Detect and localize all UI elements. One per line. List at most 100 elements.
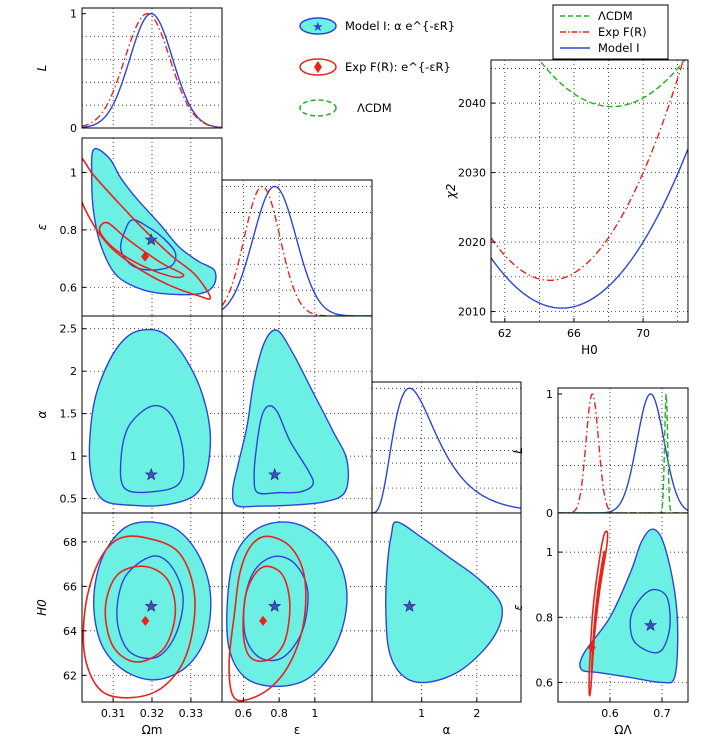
lcdm-curve (558, 393, 688, 513)
content-alpha_eps (231, 329, 350, 508)
model-contour-1sigma (242, 555, 309, 662)
model-contour-2sigma (92, 521, 212, 681)
legend-model-label: Model I: α e^{-εR} (345, 19, 455, 33)
exp-contour-2sigma (82, 157, 212, 300)
grid-L_Om (82, 8, 222, 128)
content-L_alpha (372, 387, 521, 513)
content-H0_alpha (385, 521, 503, 684)
model-best-fit-star (144, 233, 158, 246)
y-tick-label: 62 (63, 669, 77, 682)
model-contour-2sigma (90, 147, 217, 296)
model-contour-1sigma (119, 219, 177, 271)
exp-best-fit-diamond (587, 642, 596, 653)
y-tick-label: 0 (546, 507, 553, 520)
exp-best-fit-diamond (259, 615, 268, 626)
exp-contour-2sigma (228, 535, 307, 702)
panel-H0_Om: 62 64 66 68 0.31 0.32 0.33 H0 Ωm (35, 512, 223, 737)
model-best-fit-star (144, 467, 158, 481)
exp-contour-1sigma (98, 221, 185, 279)
y-tick-label: 1 (70, 450, 77, 463)
x-tick-label: 0.7 (653, 707, 671, 720)
legend-exp-swatch (299, 58, 337, 76)
x-axis-label: Ωm (142, 723, 163, 737)
model-contour-1sigma (629, 588, 671, 654)
x-tick-label: 1 (418, 707, 425, 720)
exp-contour-1sigma (104, 565, 177, 663)
y-tick-label: 68 (63, 536, 77, 549)
x-tick-label: 2 (473, 707, 480, 720)
model-contour-1sigma (119, 404, 185, 494)
model-curve (558, 393, 688, 513)
x-tick-label: 70 (636, 327, 650, 340)
y-tick-label: 0.6 (536, 676, 554, 689)
x-tick-label: 0.33 (179, 707, 204, 720)
y-tick-label: 66 (63, 580, 77, 593)
content-alpha_Om (88, 328, 212, 507)
x-tick-label: 1 (311, 707, 318, 720)
axes-frame (81, 7, 223, 129)
exp-best-fit-diamond (141, 615, 150, 626)
content-L_OL (558, 392, 688, 513)
model-best-fit-star (644, 618, 658, 631)
model-curve (222, 185, 372, 316)
y-tick-label: 2040 (458, 97, 486, 110)
model-contour-2sigma (226, 521, 348, 688)
content-L_eps (222, 185, 372, 316)
exp-contour-2sigma (588, 530, 609, 697)
y-axis-label: α (35, 410, 49, 418)
content-eps_Om (82, 147, 217, 300)
model-best-fit-star (268, 467, 282, 481)
content-L_Om (82, 13, 222, 128)
panel-L_alpha (371, 381, 522, 514)
axes-frame (371, 381, 522, 514)
panel-chi2: 2010 2020 2030 2040 62 66 70 χ2 H0 (444, 59, 689, 357)
exp-curve (491, 60, 685, 282)
model-contour-2sigma (385, 521, 503, 684)
chi2-legend-exp: Exp F(R) (598, 25, 647, 39)
panel-H0_eps: 0.6 0.8 1ε (221, 512, 373, 737)
y-tick-label: 64 (63, 625, 77, 638)
model-best-fit-star (144, 599, 158, 612)
y-tick-label: 2030 (458, 167, 486, 180)
exp-curve (82, 13, 222, 128)
legend-lcdm-label: ΛCDM (357, 101, 392, 115)
panel-L_eps (221, 179, 373, 317)
y-tick-label: 0.8 (60, 224, 78, 237)
x-tick-label: 0.32 (140, 707, 165, 720)
model-contour-2sigma (579, 528, 679, 684)
chi2-legend-model: Model I (598, 41, 640, 55)
content-H0_Om (82, 521, 212, 699)
y-axis-label: L (35, 65, 49, 72)
panel-alpha_eps (221, 315, 373, 514)
panel-eps_Om: 0.6 0.8 1 ε (35, 137, 223, 317)
y-tick-label: 2020 (458, 236, 486, 249)
exp-curve (558, 392, 688, 513)
panel-H0_alpha: 1 2 α (371, 512, 522, 737)
model-best-fit-star (403, 599, 417, 612)
legend-exp-label: Exp F(R): e^{-εR} (345, 60, 451, 74)
x-axis-label: α (443, 723, 451, 737)
x-tick-label: 0.8 (270, 707, 288, 720)
x-axis-label: ε (294, 723, 301, 737)
lcdm-curve (538, 60, 686, 108)
grid-L_alpha (372, 382, 521, 513)
model-curve (372, 387, 521, 513)
exp-contour-1sigma (590, 550, 606, 672)
model-contour-2sigma (88, 328, 212, 507)
panel-L_OL: 0 1 L (511, 387, 689, 520)
grid-chi2 (491, 60, 688, 322)
y-axis-label: ε (35, 223, 49, 230)
grid-L_OL (558, 388, 688, 513)
y-axis-label: H0 (35, 599, 49, 616)
y-tick-label: 0 (70, 122, 77, 135)
content-chi2 (491, 60, 688, 309)
x-tick-label: 0.6 (235, 707, 253, 720)
y-tick-label: 1 (70, 166, 77, 179)
main-legend: ★ Model I: α e^{-εR} Exp F(R): e^{-εR} Λ… (299, 17, 455, 117)
model-contour-1sigma (116, 555, 184, 660)
y-tick-label: 1.5 (60, 408, 78, 421)
y-tick-label: 0.6 (60, 281, 78, 294)
exp-best-fit-diamond (141, 251, 149, 262)
